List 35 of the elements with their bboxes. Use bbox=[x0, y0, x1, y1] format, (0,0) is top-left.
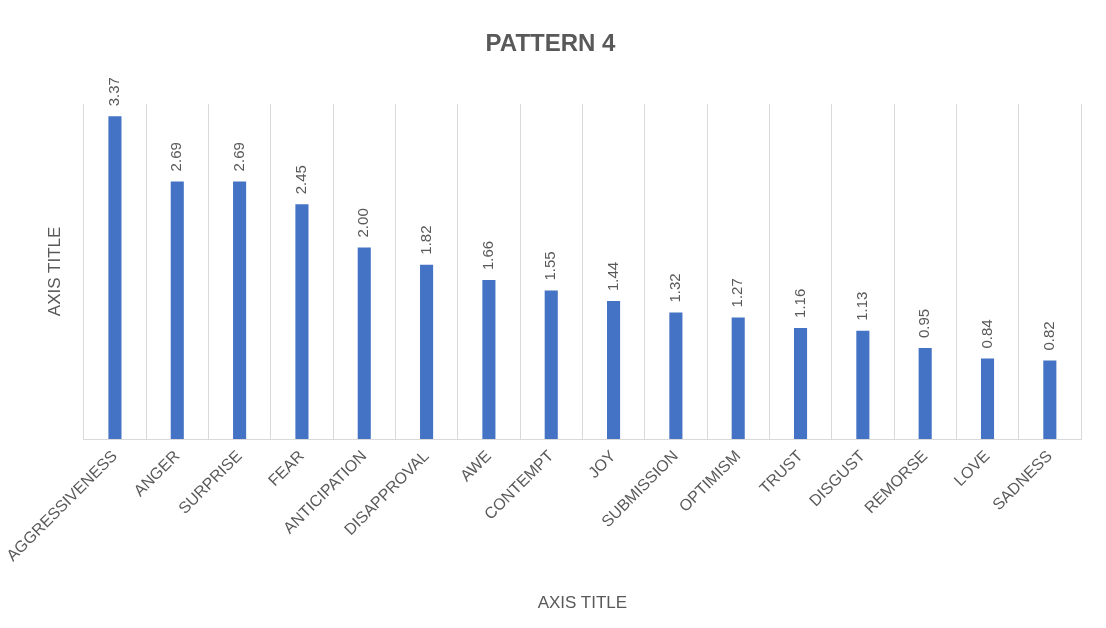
bar bbox=[233, 181, 247, 440]
data-label: 1.66 bbox=[479, 240, 497, 271]
data-label: 1.32 bbox=[666, 273, 684, 303]
bar bbox=[731, 317, 745, 440]
bar bbox=[482, 280, 496, 440]
data-label: 2.00 bbox=[354, 208, 372, 238]
x-axis-title: AXIS TITLE bbox=[537, 593, 628, 613]
data-label: 2.45 bbox=[292, 165, 310, 195]
bar bbox=[357, 247, 371, 440]
data-label: 1.27 bbox=[728, 278, 746, 308]
bar bbox=[669, 312, 683, 440]
bar bbox=[544, 290, 558, 440]
bar bbox=[295, 204, 309, 440]
bar bbox=[793, 327, 808, 440]
bar bbox=[108, 116, 122, 440]
bar bbox=[420, 264, 434, 440]
data-label: 3.37 bbox=[105, 77, 123, 107]
bar bbox=[607, 301, 621, 440]
bar bbox=[918, 348, 932, 440]
bar bbox=[980, 358, 995, 440]
data-label: 2.69 bbox=[167, 142, 185, 172]
data-label: 1.82 bbox=[416, 225, 434, 255]
data-label: 0.95 bbox=[915, 308, 933, 339]
data-label: 1.13 bbox=[853, 291, 870, 321]
bar bbox=[856, 330, 870, 440]
data-label: 2.69 bbox=[229, 142, 247, 172]
data-label: 1.16 bbox=[790, 288, 808, 318]
y-axis-title: AXIS TITLE bbox=[45, 226, 65, 317]
chart-title: PATTERN 4 bbox=[485, 29, 617, 57]
data-label: 1.55 bbox=[541, 251, 559, 281]
data-label: 0.82 bbox=[1039, 321, 1057, 351]
bar bbox=[1043, 360, 1057, 440]
data-label: 1.44 bbox=[603, 261, 621, 292]
data-label: 0.84 bbox=[977, 319, 995, 349]
bar bbox=[170, 181, 184, 440]
